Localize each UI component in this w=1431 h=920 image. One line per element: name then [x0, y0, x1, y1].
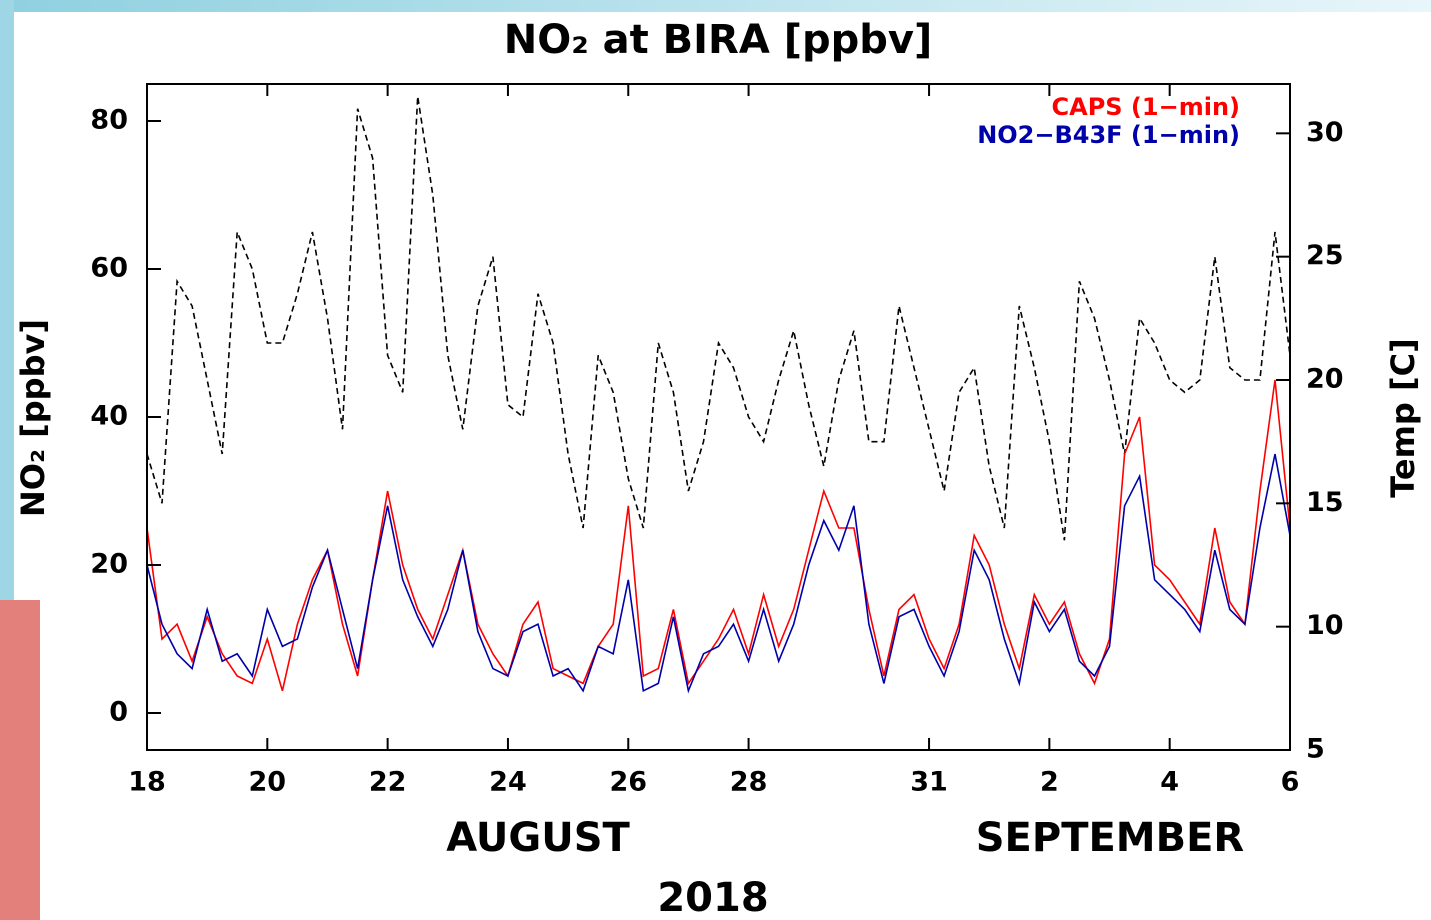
- x-tick-label: 31: [910, 767, 948, 798]
- background-photo: [0, 600, 40, 920]
- series-line: [147, 96, 1290, 541]
- series-line: [147, 379, 1290, 692]
- background-strip: [0, 0, 14, 600]
- y2-tick-label: 30: [1306, 117, 1344, 148]
- x-tick-label: 26: [609, 767, 647, 798]
- y2-axis-label: Temp [C]: [1384, 338, 1422, 497]
- x-tick-label: 22: [369, 767, 407, 798]
- y-tick-label: 80: [90, 105, 128, 136]
- x-tick-label: 18: [128, 767, 166, 798]
- year-label: 2018: [657, 875, 768, 920]
- x-tick-label: 2: [1040, 767, 1059, 798]
- y-tick-label: 20: [90, 549, 128, 580]
- month-label: AUGUST: [446, 815, 630, 861]
- legend-entry: CAPS (1−min): [1052, 93, 1240, 121]
- x-tick-label: 4: [1160, 767, 1179, 798]
- x-tick-label: 24: [489, 767, 527, 798]
- plot-area: [147, 96, 1290, 694]
- y2-tick-label: 25: [1306, 240, 1344, 271]
- x-tick-label: 20: [249, 767, 287, 798]
- y2-tick-label: 20: [1306, 364, 1344, 395]
- series-line: [147, 453, 1290, 694]
- y2-tick-label: 15: [1306, 487, 1344, 518]
- chart-background: [14, 12, 1431, 920]
- x-tick-label: 6: [1281, 767, 1300, 798]
- chart-title: NO₂ at BIRA [ppbv]: [504, 17, 933, 63]
- month-label: SEPTEMBER: [976, 815, 1244, 861]
- background-strip: [0, 0, 1431, 12]
- y-tick-label: 0: [109, 697, 128, 728]
- x-tick-label: 28: [730, 767, 768, 798]
- y-tick-label: 40: [90, 401, 128, 432]
- y2-tick-label: 5: [1306, 734, 1325, 765]
- y-axis-label: NO₂ [ppbv]: [14, 319, 52, 517]
- y2-tick-label: 10: [1306, 610, 1344, 641]
- y-tick-label: 60: [90, 253, 128, 284]
- legend-entry: NO2−B43F (1−min): [977, 121, 1240, 149]
